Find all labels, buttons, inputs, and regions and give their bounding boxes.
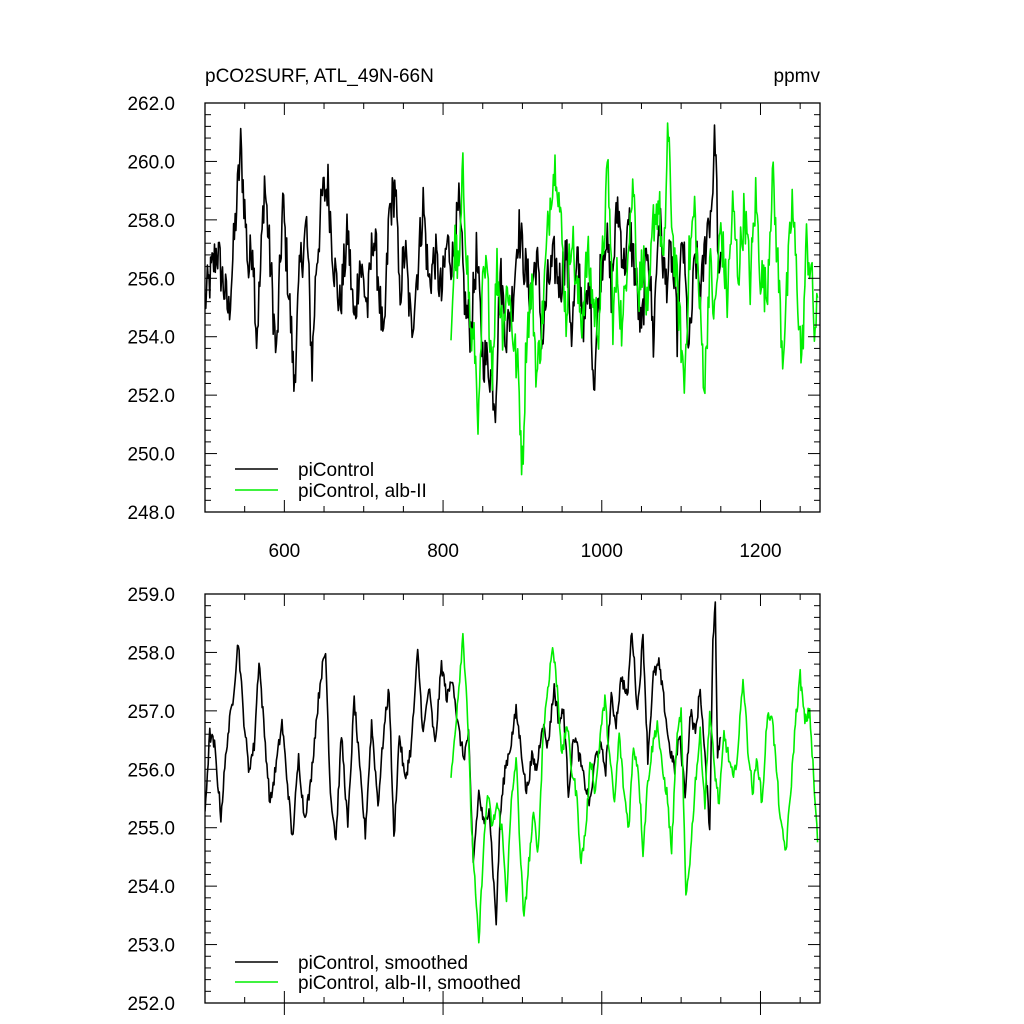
series-line-picontrol-alb-ii bbox=[450, 122, 819, 476]
y-tick-label: 250.0 bbox=[127, 445, 175, 466]
y-tick-label: 260.0 bbox=[127, 152, 175, 173]
y-tick-label: 257.0 bbox=[127, 702, 175, 723]
top-panel: 248.0 250.0 252.0 254.0 256.0 258.0 260.0 262.0… bbox=[127, 94, 821, 562]
legend-label: piControl bbox=[298, 460, 374, 481]
y-tick-label: 252.0 bbox=[127, 994, 175, 1015]
y-tick-label: 258.0 bbox=[127, 211, 175, 232]
y-tick-label: 254.0 bbox=[127, 328, 175, 349]
series-line-picontrol-alb-ii bbox=[450, 632, 819, 944]
plot-frame bbox=[204, 102, 821, 513]
series-line-picontrol bbox=[205, 124, 722, 424]
y-tick-label: 255.0 bbox=[127, 819, 175, 840]
x-tick-label: 1000 bbox=[581, 541, 623, 562]
bottom-panel: 252.0 253.0 254.0 255.0 256.0 257.0 258.0 259.0… bbox=[127, 585, 821, 1015]
plot-title: pCO2SURF, ATL_49N-66N bbox=[205, 66, 434, 87]
y-tick-label: 252.0 bbox=[127, 386, 175, 407]
x-tick-label: 800 bbox=[427, 541, 459, 562]
legend-label: piControl, smoothed bbox=[298, 953, 468, 974]
y-tick-label: 248.0 bbox=[127, 503, 175, 524]
x-tick-label: 1200 bbox=[739, 541, 781, 562]
y-tick-label: 256.0 bbox=[127, 760, 175, 781]
y-tick-label: 259.0 bbox=[127, 585, 175, 606]
series-line-picontrol bbox=[205, 601, 722, 926]
y-tick-label: 256.0 bbox=[127, 269, 175, 290]
y-tick-label: 253.0 bbox=[127, 936, 175, 957]
legend-label: piControl, alb-II, smoothed bbox=[298, 973, 521, 994]
y-tick-label: 262.0 bbox=[127, 94, 175, 115]
y-tick-label: 254.0 bbox=[127, 877, 175, 898]
x-tick-label: 600 bbox=[269, 541, 301, 562]
legend-label: piControl, alb-II bbox=[298, 481, 427, 502]
units-label: ppmv bbox=[774, 66, 821, 87]
plot-frame bbox=[204, 593, 821, 1004]
y-tick-label: 258.0 bbox=[127, 643, 175, 664]
